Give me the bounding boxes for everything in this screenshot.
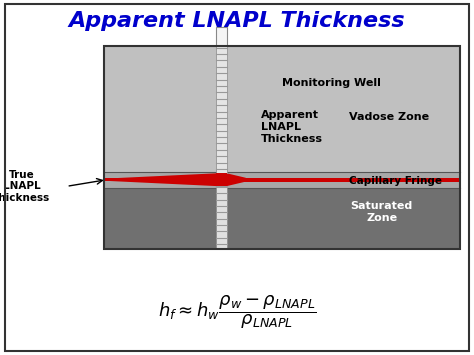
Text: Saturated
Zone: Saturated Zone (350, 201, 413, 223)
Bar (104, 179, 216, 181)
Bar (104, 46, 460, 248)
Text: Apparent LNAPL Thickness: Apparent LNAPL Thickness (69, 11, 405, 31)
Text: Apparent
LNAPL
Thickness: Apparent LNAPL Thickness (261, 110, 323, 144)
Bar (104, 46, 460, 171)
Bar (216, 46, 227, 173)
Bar (104, 188, 460, 248)
Text: $h_f \approx h_w \dfrac{\rho_w - \rho_{LNAPL}}{\rho_{LNAPL}}$: $h_f \approx h_w \dfrac{\rho_w - \rho_{L… (158, 294, 316, 331)
Bar (104, 171, 460, 188)
Bar (227, 178, 460, 182)
Polygon shape (109, 173, 216, 186)
Bar (216, 186, 227, 248)
Text: True
LNAPL
Thickness: True LNAPL Thickness (0, 170, 50, 203)
Bar (216, 27, 227, 46)
Text: Vadose Zone: Vadose Zone (348, 112, 429, 122)
Text: Capillary Fringe: Capillary Fringe (349, 176, 442, 186)
Polygon shape (227, 173, 246, 186)
Text: Monitoring Well: Monitoring Well (282, 78, 381, 88)
Bar (216, 173, 227, 186)
